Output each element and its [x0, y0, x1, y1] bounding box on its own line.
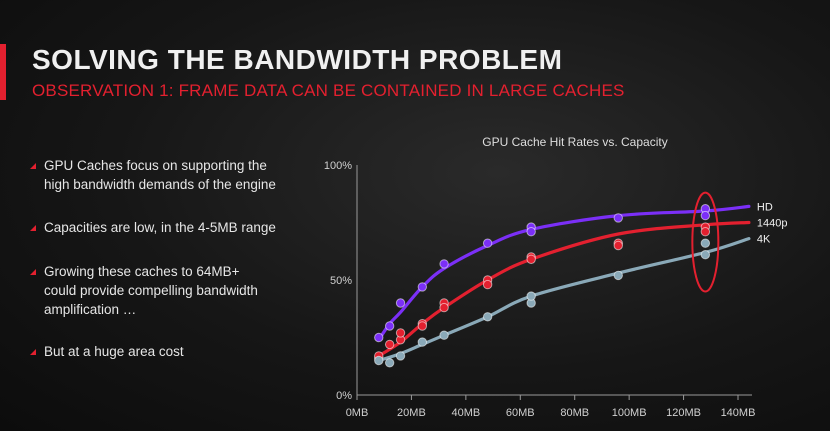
slide-title: SOLVING THE BANDWIDTH PROBLEM [32, 44, 563, 75]
data-point-4k [384, 358, 395, 368]
data-point-hd [700, 210, 711, 221]
data-point-hd [613, 213, 623, 223]
data-point-hd [417, 282, 428, 292]
bullet-text: Capacities are low, in the 4-5MB range [44, 220, 276, 235]
data-point-4k [395, 351, 406, 361]
series-line-hd [377, 204, 751, 342]
data-point-1440p [395, 328, 406, 338]
data-point-hd [384, 321, 395, 331]
series-line-1440p [377, 220, 751, 358]
data-point-hd [526, 227, 536, 237]
data-point-hd [439, 259, 449, 269]
data-point-1440p [384, 339, 395, 350]
legend-label-1440p: 1440p [757, 218, 788, 230]
bullet-text: But at a huge area cost [44, 344, 184, 359]
highlight-ellipse [691, 191, 720, 293]
x-tick-label: 100MB [612, 407, 647, 419]
bullet-item: GPU Caches focus on supporting the high … [30, 156, 276, 194]
x-tick-label: 140MB [721, 407, 756, 419]
x-tick-label: 60MB [506, 407, 535, 419]
bullet-item: But at a huge area cost [30, 342, 184, 361]
data-point-4k [613, 270, 623, 281]
bullet-text: Growing these caches to 64MB+ [44, 264, 240, 279]
slide-subtitle: OBSERVATION 1: FRAME DATA CAN BE CONTAIN… [32, 81, 625, 100]
title-accent-bar [0, 44, 6, 100]
triangle-bullet-icon [30, 269, 36, 275]
data-point-1440p [700, 227, 711, 237]
x-tick-label: 40MB [451, 407, 480, 419]
legend-label-hd: HD [757, 201, 773, 213]
data-point-1440p [482, 279, 493, 290]
x-tick-label: 120MB [666, 407, 701, 419]
data-point-1440p [613, 240, 623, 251]
data-point-4k [700, 250, 711, 260]
data-point-4k [439, 330, 449, 340]
x-tick-label: 80MB [560, 407, 589, 419]
data-point-1440p [526, 254, 536, 264]
triangle-bullet-icon [30, 225, 36, 231]
y-tick-label: 0% [336, 390, 352, 402]
bullet-item: Growing these caches to 64MB+ could prov… [30, 262, 258, 319]
data-point-4k [482, 312, 493, 322]
legend-label-4k: 4K [757, 234, 771, 246]
bullet-text: high bandwidth demands of the engine [44, 177, 276, 192]
data-point-hd [395, 298, 406, 308]
data-point-1440p [439, 302, 449, 313]
y-tick-label: 50% [330, 275, 352, 287]
bullet-text: GPU Caches focus on supporting the [44, 158, 267, 173]
data-point-4k [417, 337, 428, 347]
y-tick-label: 100% [324, 160, 352, 172]
data-point-4k [700, 238, 711, 248]
x-tick-label: 20MB [397, 407, 426, 419]
bullet-item: Capacities are low, in the 4-5MB range [30, 218, 276, 237]
data-point-4k [374, 355, 384, 366]
data-point-hd [482, 238, 493, 248]
data-point-1440p [417, 321, 428, 331]
data-point-hd [374, 332, 384, 343]
series-line-4k [377, 237, 751, 363]
triangle-bullet-icon [30, 163, 36, 169]
triangle-bullet-icon [30, 349, 36, 355]
x-tick-label: 0MB [346, 407, 369, 419]
bullet-text: amplification … [44, 302, 137, 317]
bullet-text: could provide compelling bandwidth [44, 283, 258, 298]
data-point-4k [526, 291, 536, 301]
chart-title: GPU Cache Hit Rates vs. Capacity [482, 135, 668, 149]
